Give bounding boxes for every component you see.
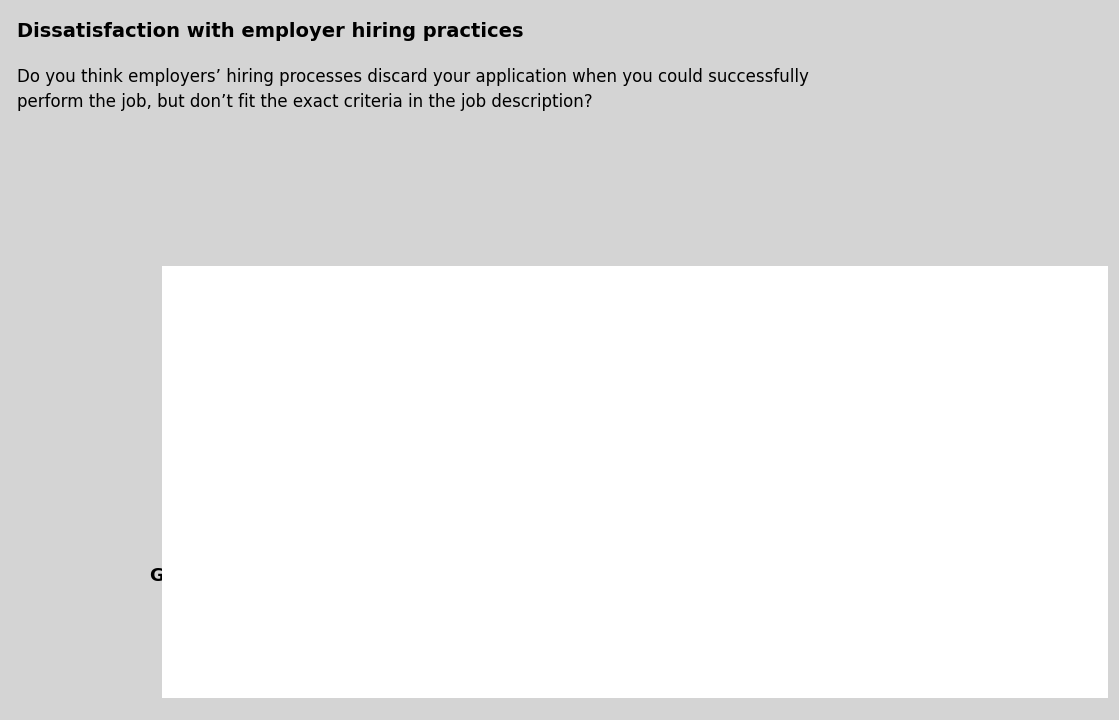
Bar — [895, 387, 1097, 429]
Text: Dissatisfaction with employer hiring practices: Dissatisfaction with employer hiring pra… — [17, 22, 524, 40]
Bar — [920, 553, 1097, 594]
Bar — [316, 387, 358, 429]
Text: 29%: 29% — [424, 482, 468, 500]
Bar — [920, 470, 1097, 511]
Bar — [651, 553, 920, 594]
Bar — [316, 553, 375, 594]
Text: 31%: 31% — [467, 399, 510, 417]
Text: 42%: 42% — [723, 482, 765, 500]
Text: 33%: 33% — [735, 399, 779, 417]
Text: 88% Yes: 88% Yes — [681, 446, 773, 464]
Bar — [375, 553, 651, 594]
Text: 33%: 33% — [491, 564, 535, 582]
Bar — [257, 470, 299, 511]
Text: 86% Yes: 86% Yes — [690, 611, 781, 630]
Bar — [567, 470, 920, 511]
Text: 24%: 24% — [975, 399, 1017, 417]
Legend: I don't know, No, never, Yes, sometimes, Yes, often, Yes, always: I don't know, No, never, Yes, sometimes,… — [300, 287, 970, 314]
Text: 21%: 21% — [987, 564, 1031, 582]
Bar — [358, 387, 618, 429]
Text: Do you think employers’ hiring processes discard your application when you could: Do you think employers’ hiring processes… — [17, 68, 809, 112]
Text: 21%: 21% — [987, 482, 1031, 500]
Text: 92% Yes: 92% Yes — [666, 528, 755, 547]
Bar — [325, 470, 567, 511]
Text: 32%: 32% — [764, 564, 808, 582]
Bar — [257, 553, 316, 594]
Bar — [618, 387, 895, 429]
Bar — [257, 387, 316, 429]
Bar — [299, 470, 325, 511]
